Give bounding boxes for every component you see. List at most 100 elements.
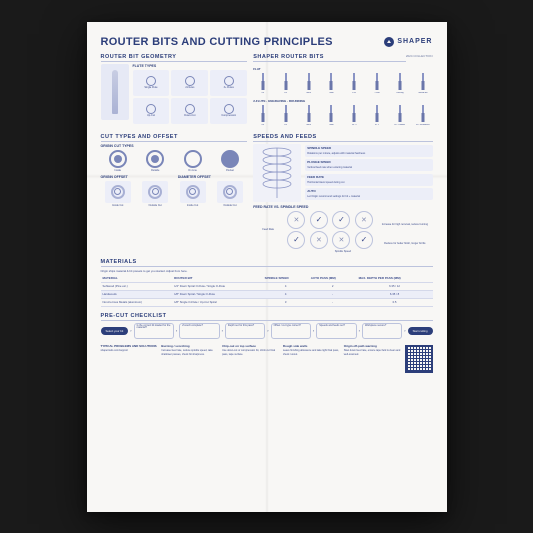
footer-col: Rough side wallsLeave finishing allowanc… (283, 345, 340, 373)
matrix-cell (310, 211, 328, 229)
arrow-icon: › (404, 328, 405, 333)
table-header: MATERIAL (101, 275, 173, 283)
arrow-icon: › (130, 328, 131, 333)
geometry-cell: Compression (210, 98, 247, 124)
matrix-col-label: Increase for high removal, reduce burnin… (377, 223, 432, 226)
matrix-cell (355, 211, 373, 229)
table-header: MAX. DEPTH PER PASS (MM) (357, 275, 433, 283)
bit-diagram (101, 64, 129, 120)
bit-item: Clearing (390, 73, 410, 96)
bit-item: 6mm (299, 73, 319, 96)
section-title: ROUTER BIT GEOMETRY (101, 54, 248, 62)
matrix-cell (287, 211, 305, 229)
table-row: Softwood (Pine etc.)1/4" Down Spiral O-F… (101, 282, 433, 290)
bit-item: Thread Mill (413, 73, 433, 96)
bit-item: 3mm (322, 73, 342, 96)
poster: ROUTER BITS AND CUTTING PRINCIPLES SHAPE… (87, 22, 447, 512)
checklist-step: Offset / cut type correct? (271, 323, 311, 339)
bit-category: FLAT (253, 67, 432, 71)
geometry-cell: 3+ Flutes (210, 70, 247, 96)
footer-title: TYPICAL PROBLEMS AND SOLUTIONSshapertool… (101, 345, 158, 373)
table-header: SPINDLE SPEED (263, 275, 309, 283)
matrix-grid (286, 211, 374, 249)
bit-item: 90° V (367, 105, 387, 128)
arrow-icon: › (267, 328, 268, 333)
geometry-cell: Down-Cut (171, 98, 208, 124)
bit-item: 1/16" (344, 73, 364, 96)
offset-item: Outside Cut (138, 181, 172, 207)
matrix-cell (287, 231, 305, 249)
bit-item: 1/4" (253, 105, 273, 128)
sub-offset: ORIGIN OFFSET (101, 175, 170, 179)
speed-block: AUTOLet Origin recommend settings for bi… (305, 188, 432, 200)
shaper-logo-icon (384, 37, 394, 47)
footer-col: Chip-out on top surfaceUse down-cut or c… (222, 345, 279, 373)
matrix-col-label: Reduce for better finish, longer bit lif… (377, 242, 432, 245)
geometry-cell: Up-Cut (133, 98, 170, 124)
section-title: SPEEDS AND FEEDS (253, 134, 432, 142)
qr-code (405, 345, 433, 373)
footer-col: Origin off-path warningSlow down feed ra… (344, 345, 401, 373)
row-3: MATERIALS Origin ships material & bit pr… (101, 259, 433, 307)
matrix-labels: Increase for high removal, reduce burnin… (377, 211, 432, 249)
table-header: AUTO PASS (MM) (309, 275, 357, 283)
matrix-cell (332, 211, 350, 229)
section-materials: MATERIALS Origin ships material & bit pr… (101, 259, 433, 307)
bit-item: T-Slot (367, 73, 387, 96)
section-speeds: SPEEDS AND FEEDS SPINDLE SPEEDRotations … (253, 134, 432, 253)
sub-diam-offset: DIAMETER OFFSET (178, 175, 247, 179)
matrix-cell (355, 231, 373, 249)
materials-table: MATERIALROUTER BITSPINDLE SPEEDAUTO PASS… (101, 275, 433, 307)
bit-item: 3mm (322, 105, 342, 128)
checklist-step: Speeds and feeds set? (316, 323, 356, 339)
sub-origin-cuts: ORIGIN CUT TYPES (101, 144, 248, 148)
offset-item: Outside Cut (213, 181, 247, 207)
matrix-cell (310, 231, 328, 249)
section-title: SHAPER ROUTER BITS (253, 54, 406, 62)
speed-block: SPINDLE SPEEDRotations per minute, adjus… (305, 145, 432, 157)
matrix-title: FEED RATE VS. SPINDLE SPEED (253, 205, 432, 209)
matrix-cell (332, 231, 350, 249)
offset-item: Inside Cut (101, 181, 135, 207)
page-title: ROUTER BITS AND CUTTING PRINCIPLES (101, 36, 333, 48)
matrix-axis-y: Feed Rate (253, 228, 283, 231)
cut-type-item: Pocket (213, 150, 247, 172)
section-bits: SHAPER ROUTER BITS 2024 COLLECTION FLAT 1… (253, 54, 432, 128)
table-row: Non-Ferrous Metals (aluminum)1/8" Single… (101, 298, 433, 306)
cut-type-item: On Line (175, 150, 209, 172)
table-header: ROUTER BIT (172, 275, 263, 283)
section-title: CUT TYPES AND OFFSET (101, 134, 248, 142)
bit-item: 1/8" Roundover (413, 105, 433, 128)
brand: SHAPER (384, 37, 432, 47)
speed-block: PLUNGE SPEEDVertical feed rate when ente… (305, 159, 432, 171)
bit-item: 1/8" (276, 105, 296, 128)
bit-item: 45° Chamfer (390, 105, 410, 128)
section-checklist: PRE-CUT CHECKLIST Select your bit›Is the… (101, 313, 433, 339)
speed-block: FEED RATEHorizontal travel speed during … (305, 174, 432, 186)
cut-type-item: Outside (138, 150, 172, 172)
geometry-grid: Single Flute2-Flutes3+ Flutes Up-CutDown-… (133, 70, 248, 124)
arrow-icon: › (359, 328, 360, 333)
section-title: MATERIALS (101, 259, 433, 267)
checklist-flow: Select your bit›Is the correct bit loade… (101, 323, 433, 339)
checklist-step: Is the correct bit loaded for the materi… (134, 323, 174, 339)
cut-type-item: Inside (101, 150, 135, 172)
geometry-cell: Single Flute (133, 70, 170, 96)
speeds-matrix: FEED RATE VS. SPINDLE SPEED Feed Rate In… (253, 205, 432, 253)
checklist-end: Start cutting (408, 327, 433, 335)
bit-item: 6mm (299, 105, 319, 128)
geometry-cell: 2-Flutes (171, 70, 208, 96)
speeds-text: SPINDLE SPEEDRotations per minute, adjus… (305, 144, 432, 202)
checklist-step: Z-touch complete? (179, 323, 219, 339)
bits-note: 2024 COLLECTION (406, 54, 433, 64)
checklist-step: Workpiece secure? (362, 323, 402, 339)
checklist-step: Depth set for this pass? (225, 323, 265, 339)
bit-item: 1/4" (253, 73, 273, 96)
section-title: PRE-CUT CHECKLIST (101, 313, 433, 321)
offset-row: Inside CutOutside CutInside CutOutside C… (101, 181, 248, 207)
cut-type-row: InsideOutsideOn LinePocket (101, 150, 248, 172)
arrow-icon: › (176, 328, 177, 333)
footer: TYPICAL PROBLEMS AND SOLUTIONSshapertool… (101, 345, 433, 373)
checklist-start: Select your bit (101, 327, 129, 335)
bits-grid: FLAT 1/4"1/8"6mm3mm1/16"T-SlotClearingThr… (253, 66, 432, 128)
